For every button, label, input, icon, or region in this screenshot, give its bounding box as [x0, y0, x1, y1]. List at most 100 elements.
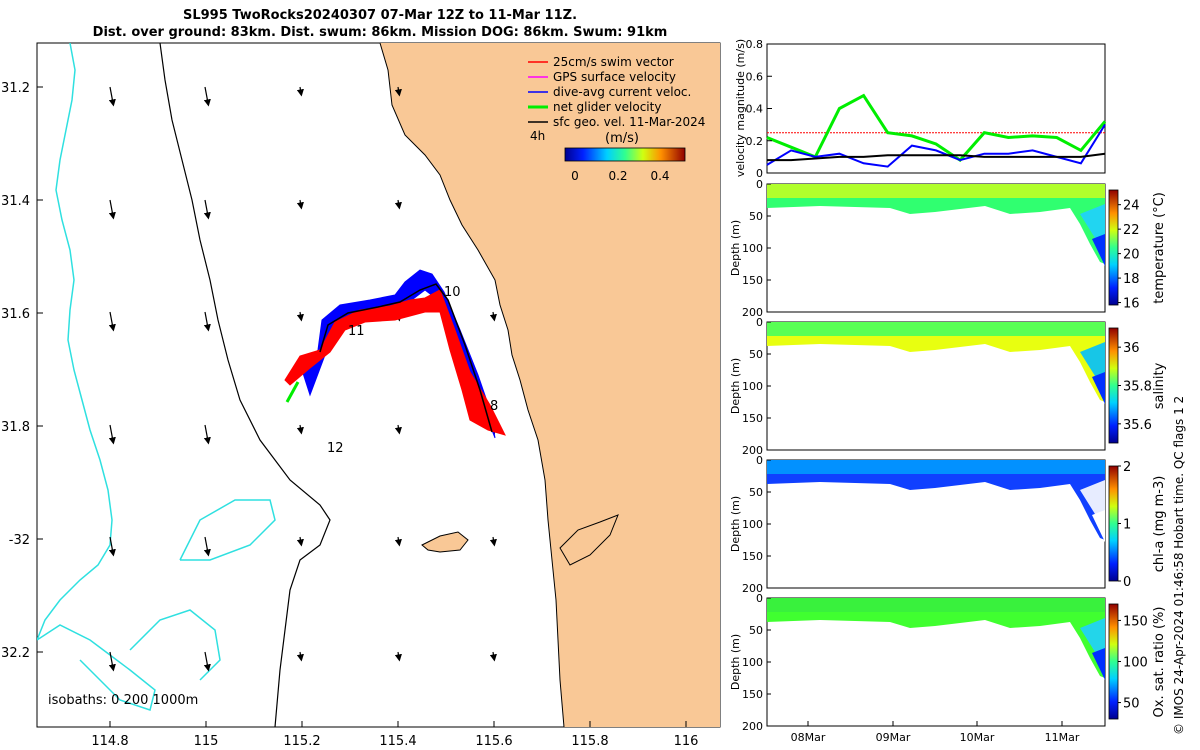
- map-y-tick-label: 31.4: [1, 194, 30, 209]
- section-y-tick-label: 100: [742, 656, 763, 669]
- map-panel: 11 10 8 12 isobaths: 0 200 1000m 114.8 11…: [1, 42, 721, 749]
- colorbar-title: (m/s): [605, 131, 639, 146]
- velocity-y-tick-label: 0.2: [746, 135, 764, 148]
- section-data-fill: [767, 598, 1105, 678]
- geo-velocity-arrow: [296, 424, 304, 435]
- geo-velocity-arrow: [489, 311, 497, 322]
- geo-velocity-arrow: [108, 424, 116, 445]
- geo-velocity-arrow: [108, 651, 116, 672]
- map-x-tick-label: 115.2: [283, 734, 320, 749]
- section-ylabel: Depth (m): [729, 634, 742, 690]
- speed-colorbar: [564, 147, 686, 162]
- section-colorbar-tick-label: 100: [1123, 656, 1148, 671]
- track-label-8: 8: [490, 399, 498, 414]
- map-y-tick-label: 31.6: [1, 307, 30, 322]
- section-colorbar-label: Ox. sat. ratio (%): [1152, 607, 1167, 718]
- section-surface-layer: [767, 460, 1105, 474]
- geo-velocity-arrow: [394, 424, 402, 435]
- section-y-tick-label: 150: [742, 688, 763, 701]
- legend-label: 25cm/s swim vector: [553, 55, 674, 69]
- velocity-y-tick-label: 0.6: [746, 70, 764, 83]
- section-y-tick-label: 200: [742, 720, 763, 733]
- section-colorbar: [1108, 465, 1119, 582]
- geo-velocity-arrow: [296, 86, 304, 97]
- section-colorbar-tick-label: 36: [1123, 341, 1140, 356]
- legend-label: dive-avg current veloc.: [553, 85, 691, 99]
- section-colorbar-tick-label: 22: [1123, 223, 1140, 238]
- section-data-fill: [767, 322, 1105, 402]
- legend-time-label: 4h: [530, 129, 545, 143]
- geo-velocity-arrow: [489, 536, 497, 547]
- section-y-tick-label: 0: [756, 454, 763, 467]
- velocity-panel: 0 0.2 0.4 0.6 0.8 velocity magnitude (m/s): [734, 38, 1107, 180]
- map-x-tick-label: 115.4: [379, 734, 416, 749]
- colorbar-tick: 0.4: [650, 169, 669, 183]
- geo-velocity-arrow: [203, 536, 211, 557]
- velocity-ylabel: velocity magnitude (m/s): [734, 39, 747, 177]
- map-y-tick-label: 31.2: [1, 81, 30, 96]
- section-y-tick-label: 0: [756, 178, 763, 191]
- geo-velocity-arrow: [108, 199, 116, 220]
- geo-velocity-arrow: [108, 86, 116, 107]
- section-colorbar-tick-label: 35.6: [1123, 418, 1152, 433]
- time-tick-label: 10Mar: [960, 731, 995, 744]
- track-label-12: 12: [327, 441, 344, 456]
- section-y-tick-label: 50: [749, 486, 763, 499]
- legend-label: GPS surface velocity: [553, 70, 676, 84]
- section-colorbar-tick-label: 50: [1123, 697, 1140, 712]
- geo-velocity-arrow: [108, 311, 116, 332]
- section-colorbar-tick-label: 35.8: [1123, 380, 1152, 395]
- velocity-y-tick-label: 0.8: [746, 38, 764, 51]
- section-deepest-layer: [1092, 510, 1105, 542]
- geo-velocity-arrow: [296, 651, 304, 662]
- section-y-tick-label: 100: [742, 518, 763, 531]
- map-x-ticks: 114.8 115 115.2 115.4 115.6 115.8 116: [91, 721, 698, 749]
- section-colorbar-label: temperature (°C): [1152, 192, 1167, 304]
- section-y-tick-label: 150: [742, 412, 763, 425]
- map-x-tick-label: 114.8: [91, 734, 128, 749]
- colorbar-tick: 0.2: [608, 169, 627, 183]
- track-label-11: 11: [348, 324, 365, 339]
- velocity-line-1: [766, 93, 1107, 163]
- section-colorbar: [1108, 603, 1119, 720]
- geo-velocity-arrow: [296, 199, 304, 210]
- time-axis-ticks: 08Mar 09Mar 10Mar 11Mar: [791, 721, 1080, 744]
- section-y-tick-label: 150: [742, 550, 763, 563]
- velocity-y-ticks: 0 0.2 0.4 0.6 0.8: [746, 38, 772, 180]
- section-surface-layer: [767, 184, 1105, 198]
- glider-track: [284, 269, 506, 439]
- time-tick-label: 11Mar: [1045, 731, 1080, 744]
- section-y-tick-label: 0: [756, 592, 763, 605]
- section-surface-layer: [767, 322, 1105, 336]
- geo-velocity-arrow: [203, 424, 211, 445]
- isobath-label: isobaths: 0 200 1000m: [48, 693, 198, 708]
- map-y-tick-label: 32.2: [1, 646, 30, 661]
- map-y-ticks: 31.2 31.4 31.6 31.8 -32 32.2: [1, 81, 43, 661]
- section-colorbar-tick-label: 1: [1123, 518, 1131, 533]
- velocity-frame: [766, 43, 1106, 174]
- geo-velocity-arrow: [296, 311, 304, 322]
- section-y-tick-label: 200: [742, 306, 763, 319]
- geo-velocity-arrow: [108, 536, 116, 557]
- map-y-tick-label: -32: [9, 533, 30, 548]
- section-ylabel: Depth (m): [729, 358, 742, 414]
- map-x-tick-label: 115: [194, 734, 219, 749]
- map-x-tick-label: 115.8: [571, 734, 608, 749]
- geo-velocity-arrow: [203, 86, 211, 107]
- map-x-tick-label: 116: [674, 734, 699, 749]
- section-deepest-layer: [1092, 648, 1105, 680]
- time-tick-label: 09Mar: [876, 731, 911, 744]
- net-glider-velocity-arrow: [285, 381, 300, 403]
- colorbar-tick: 0: [571, 169, 579, 183]
- section-colorbar-tick-label: 20: [1123, 248, 1140, 263]
- track-centerline: [319, 283, 493, 433]
- section-data-fill: [767, 184, 1105, 264]
- geo-velocity-arrow: [394, 86, 402, 97]
- velocity-y-tick-label: 0: [756, 167, 763, 180]
- geo-velocity-arrow: [296, 536, 304, 547]
- section-y-tick-label: 100: [742, 242, 763, 255]
- geo-velocity-arrow: [394, 199, 402, 210]
- section-data-fill: [767, 460, 1105, 540]
